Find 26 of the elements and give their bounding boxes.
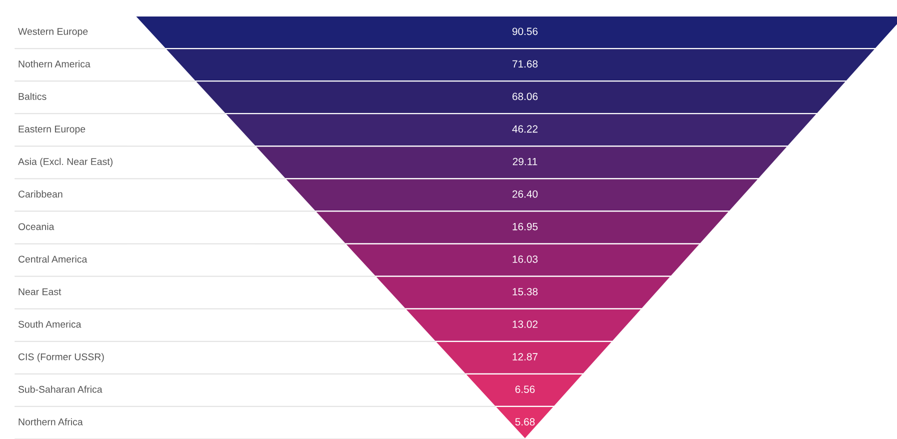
- data-label: 46.22: [512, 125, 538, 133]
- data-label: 90.56: [512, 28, 538, 36]
- category-label: Oceania: [18, 222, 54, 230]
- data-label: 5.68: [515, 418, 535, 426]
- category-label: Sub-Saharan Africa: [18, 386, 102, 393]
- category-label: Western Europe: [18, 28, 88, 37]
- category-label: CIS (Former USSR): [18, 353, 104, 362]
- category-label: Baltics: [18, 92, 46, 100]
- data-label: 68.06: [512, 92, 538, 100]
- data-label: 26.40: [512, 190, 538, 198]
- category-label: Nothern America: [18, 60, 90, 68]
- data-label: 15.38: [512, 288, 538, 296]
- data-label: 12.87: [512, 353, 538, 360]
- data-label: 71.68: [512, 60, 538, 68]
- data-label: 6.56: [515, 386, 535, 393]
- data-label: 13.02: [512, 320, 538, 328]
- category-label: Central America: [18, 256, 88, 263]
- category-label: Near East: [18, 288, 62, 296]
- data-label: 29.11: [512, 158, 538, 166]
- category-label: Caribbean: [18, 190, 62, 198]
- category-label: Asia (Excl. Near East): [18, 158, 112, 167]
- category-label: Northern Africa: [18, 418, 83, 426]
- category-label: Eastern Europe: [18, 126, 86, 134]
- data-label: 16.95: [512, 222, 538, 230]
- data-label: 16.03: [512, 255, 538, 263]
- category-label: South America: [18, 320, 82, 328]
